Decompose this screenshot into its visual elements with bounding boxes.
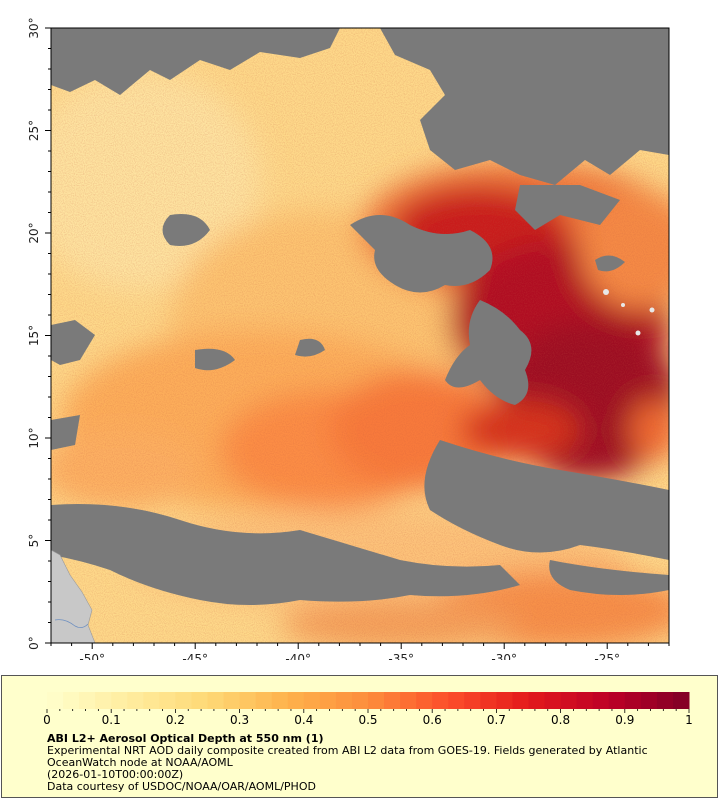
lat-tick-label: 15° xyxy=(27,325,41,346)
legend-date: (2026-01-10T00:00:00Z) xyxy=(47,768,184,781)
no-data-regions xyxy=(51,28,669,605)
lat-tick-label: 5° xyxy=(27,534,41,548)
longitude-axis: -50° -45° -40° -35° -30° -25° xyxy=(50,643,670,660)
lon-tick-label: -45° xyxy=(182,652,208,660)
lat-tick-label: 25° xyxy=(27,120,41,141)
legend-title: ABI L2+ Aerosol Optical Depth at 550 nm … xyxy=(47,732,324,745)
lon-tick-label: -25° xyxy=(594,652,620,660)
aod-map: -50° -45° -40° -35° -30° -25° 0° 5° 10° 15° 20° 25… xyxy=(27,17,670,660)
lat-tick-label: 10° xyxy=(27,427,41,448)
legend-credit: Data courtesy of USDOC/NOAA/OAR/AOML/PHO… xyxy=(47,780,316,793)
lat-tick-label: 20° xyxy=(27,222,41,243)
lat-tick-label: 30° xyxy=(27,17,41,38)
aod-field xyxy=(51,28,669,643)
lon-tick-label: -30° xyxy=(491,652,517,660)
lon-tick-label: -40° xyxy=(285,652,311,660)
lon-tick-label: -35° xyxy=(388,652,414,660)
legend-description: Experimental NRT AOD daily composite cre… xyxy=(47,744,648,769)
lon-tick-label: -50° xyxy=(79,652,105,660)
island-specks xyxy=(603,289,655,336)
lat-tick-label: 0° xyxy=(27,636,41,650)
latitude-axis: 0° 5° 10° 15° 20° 25° 30° xyxy=(27,17,51,650)
